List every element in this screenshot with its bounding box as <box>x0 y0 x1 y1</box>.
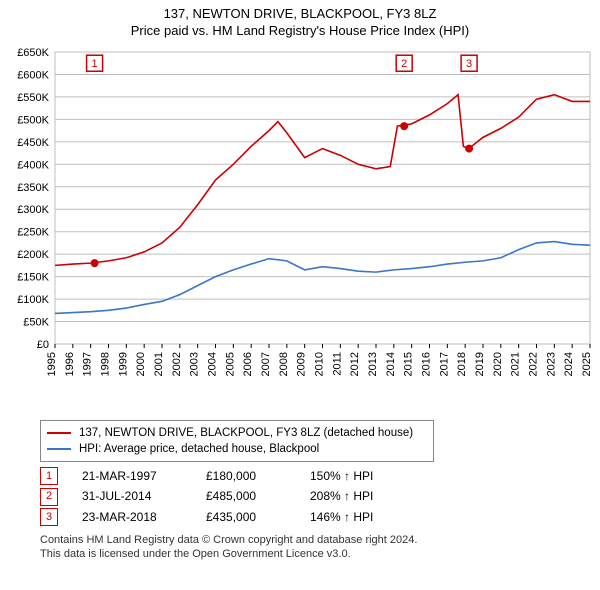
txn-date: 31-JUL-2014 <box>82 486 182 506</box>
svg-text:£300K: £300K <box>17 204 49 216</box>
svg-text:1998: 1998 <box>100 352 112 376</box>
svg-text:2: 2 <box>401 58 407 70</box>
svg-text:2024: 2024 <box>563 352 575 376</box>
txn-badge: 2 <box>40 488 58 506</box>
svg-text:£250K: £250K <box>17 226 49 238</box>
svg-text:2017: 2017 <box>438 352 450 376</box>
svg-text:2008: 2008 <box>278 352 290 376</box>
table-row: 2 31-JUL-2014 £485,000 208% ↑ HPI <box>40 486 588 506</box>
txn-badge: 3 <box>40 508 58 526</box>
txn-hpi: 208% ↑ HPI <box>310 486 410 506</box>
footnote-line: Contains HM Land Registry data © Crown c… <box>40 533 588 547</box>
svg-text:2012: 2012 <box>349 352 361 376</box>
footnote-line: This data is licensed under the Open Gov… <box>40 547 588 561</box>
txn-price: £435,000 <box>206 507 286 527</box>
svg-text:£200K: £200K <box>17 249 49 261</box>
svg-text:2023: 2023 <box>545 352 557 376</box>
svg-text:£350K: £350K <box>17 182 49 194</box>
table-row: 3 23-MAR-2018 £435,000 146% ↑ HPI <box>40 507 588 527</box>
legend: 137, NEWTON DRIVE, BLACKPOOL, FY3 8LZ (d… <box>40 420 434 462</box>
svg-text:2007: 2007 <box>260 352 272 376</box>
legend-swatch <box>47 448 71 450</box>
svg-text:£650K: £650K <box>17 47 49 59</box>
titles: 137, NEWTON DRIVE, BLACKPOOL, FY3 8LZ Pr… <box>0 0 600 40</box>
chart-svg: £0 £50K £100K £150K £200K £250K £300K £350K £400… <box>0 44 600 414</box>
svg-text:2002: 2002 <box>171 352 183 376</box>
txn-badge: 1 <box>40 467 58 485</box>
transactions-table: 1 21-MAR-1997 £180,000 150% ↑ HPI 2 31-J… <box>40 466 588 527</box>
footnote: Contains HM Land Registry data © Crown c… <box>40 533 588 562</box>
txn-date: 21-MAR-1997 <box>82 466 182 486</box>
legend-item: 137, NEWTON DRIVE, BLACKPOOL, FY3 8LZ (d… <box>47 425 427 441</box>
legend-item: HPI: Average price, detached house, Blac… <box>47 441 427 457</box>
svg-text:1: 1 <box>92 58 98 70</box>
svg-text:2005: 2005 <box>224 352 236 376</box>
svg-text:£150K: £150K <box>17 271 49 283</box>
svg-text:£400K: £400K <box>17 159 49 171</box>
chart: £0 £50K £100K £150K £200K £250K £300K £350K £400… <box>0 44 600 414</box>
svg-text:2009: 2009 <box>296 352 308 376</box>
svg-text:2018: 2018 <box>456 352 468 376</box>
svg-text:£550K: £550K <box>17 92 49 104</box>
svg-text:1995: 1995 <box>46 352 58 376</box>
table-row: 1 21-MAR-1997 £180,000 150% ↑ HPI <box>40 466 588 486</box>
svg-text:2006: 2006 <box>242 352 254 376</box>
svg-text:1997: 1997 <box>82 352 94 376</box>
svg-text:2013: 2013 <box>367 352 379 376</box>
svg-text:£0: £0 <box>37 339 49 351</box>
txn-price: £180,000 <box>206 466 286 486</box>
svg-text:2021: 2021 <box>510 352 522 376</box>
svg-text:2014: 2014 <box>385 352 397 376</box>
svg-text:2020: 2020 <box>492 352 504 376</box>
svg-text:£100K: £100K <box>17 294 49 306</box>
root: 137, NEWTON DRIVE, BLACKPOOL, FY3 8LZ Pr… <box>0 0 600 590</box>
txn-price: £485,000 <box>206 486 286 506</box>
svg-text:2016: 2016 <box>421 352 433 376</box>
txn-hpi: 150% ↑ HPI <box>310 466 410 486</box>
svg-text:2000: 2000 <box>135 352 147 376</box>
svg-text:£450K: £450K <box>17 137 49 149</box>
txn-hpi: 146% ↑ HPI <box>310 507 410 527</box>
svg-text:£600K: £600K <box>17 69 49 81</box>
svg-text:3: 3 <box>466 58 472 70</box>
svg-text:2011: 2011 <box>331 352 343 376</box>
txn-date: 23-MAR-2018 <box>82 507 182 527</box>
title-address: 137, NEWTON DRIVE, BLACKPOOL, FY3 8LZ <box>0 6 600 23</box>
svg-text:2001: 2001 <box>153 352 165 376</box>
svg-text:2022: 2022 <box>528 352 540 376</box>
svg-text:2010: 2010 <box>314 352 326 376</box>
legend-label: 137, NEWTON DRIVE, BLACKPOOL, FY3 8LZ (d… <box>79 425 413 441</box>
legend-swatch <box>47 432 71 434</box>
svg-text:2004: 2004 <box>207 352 219 376</box>
svg-text:£500K: £500K <box>17 114 49 126</box>
svg-text:2019: 2019 <box>474 352 486 376</box>
svg-text:2025: 2025 <box>581 352 593 376</box>
legend-label: HPI: Average price, detached house, Blac… <box>79 441 319 457</box>
svg-text:1999: 1999 <box>117 352 129 376</box>
svg-text:2003: 2003 <box>189 352 201 376</box>
svg-text:£50K: £50K <box>23 316 49 328</box>
svg-text:2015: 2015 <box>403 352 415 376</box>
svg-text:1996: 1996 <box>64 352 76 376</box>
title-subtitle: Price paid vs. HM Land Registry's House … <box>0 23 600 40</box>
